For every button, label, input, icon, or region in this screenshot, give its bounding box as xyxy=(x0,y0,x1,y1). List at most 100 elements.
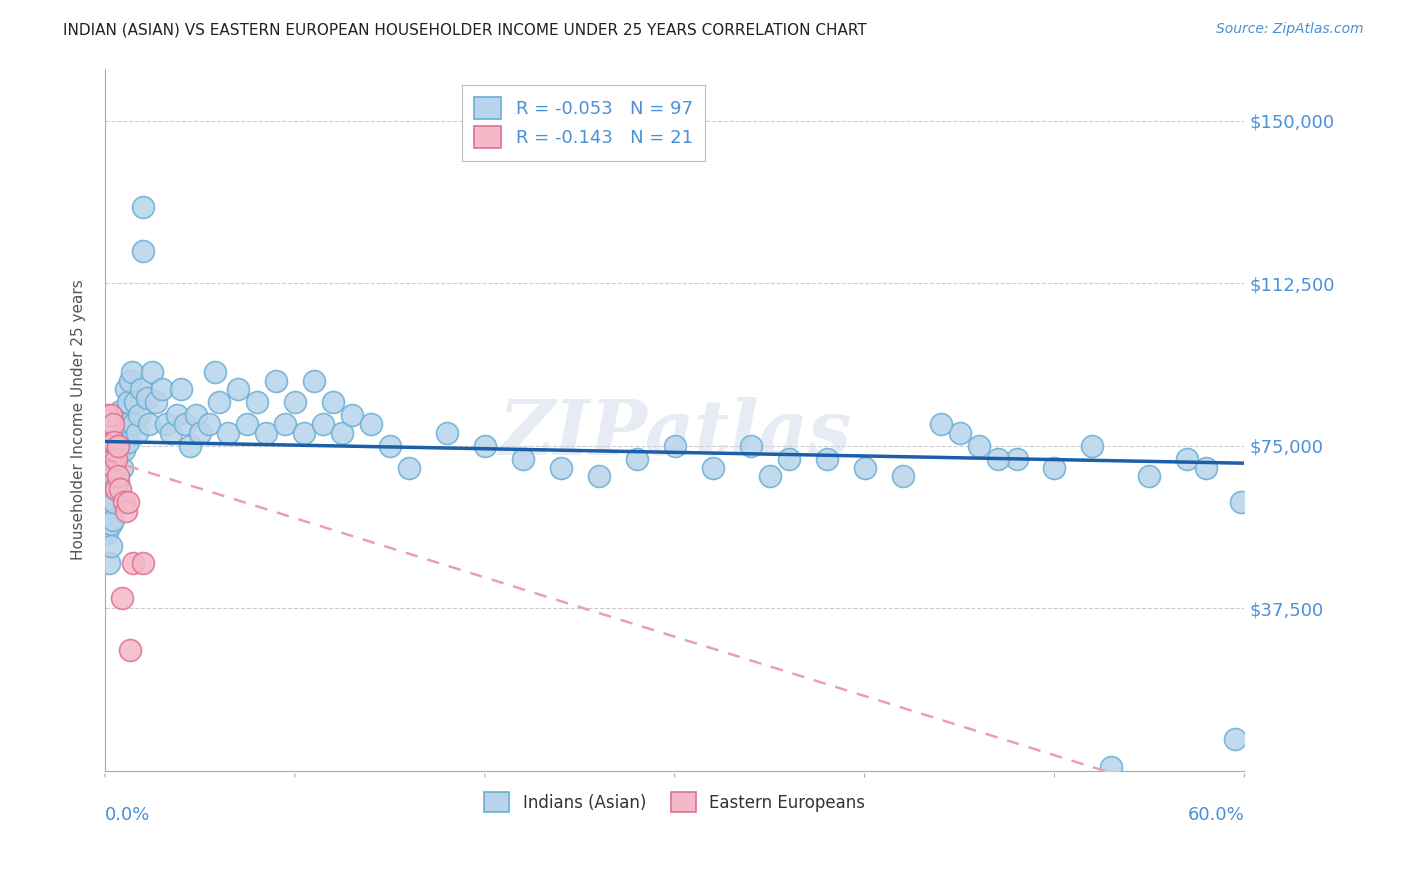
Point xyxy=(398,460,420,475)
Point xyxy=(103,469,125,483)
Point xyxy=(208,395,231,409)
Point xyxy=(132,244,155,258)
Point xyxy=(138,417,160,432)
Point xyxy=(188,425,211,440)
Text: ZIPatlas: ZIPatlas xyxy=(498,397,851,471)
Point xyxy=(179,439,201,453)
Point xyxy=(1229,495,1251,509)
Point xyxy=(155,417,177,432)
Point xyxy=(1081,439,1104,453)
Point xyxy=(105,451,128,466)
Point xyxy=(967,439,990,453)
Point xyxy=(626,451,648,466)
Text: INDIAN (ASIAN) VS EASTERN EUROPEAN HOUSEHOLDER INCOME UNDER 25 YEARS CORRELATION: INDIAN (ASIAN) VS EASTERN EUROPEAN HOUSE… xyxy=(63,22,868,37)
Text: 0.0%: 0.0% xyxy=(105,806,150,824)
Text: Source: ZipAtlas.com: Source: ZipAtlas.com xyxy=(1216,22,1364,37)
Point xyxy=(117,495,139,509)
Point xyxy=(170,383,193,397)
Point xyxy=(97,451,120,466)
Point xyxy=(588,469,610,483)
Point xyxy=(758,469,780,483)
Point xyxy=(101,512,124,526)
Point xyxy=(100,434,122,449)
Point xyxy=(986,451,1008,466)
Point xyxy=(948,425,970,440)
Point xyxy=(778,451,800,466)
Point xyxy=(166,409,188,423)
Point xyxy=(121,365,143,379)
Point xyxy=(853,460,876,475)
Point xyxy=(118,642,141,657)
Point xyxy=(145,395,167,409)
Point xyxy=(107,439,129,453)
Point xyxy=(702,460,724,475)
Point xyxy=(198,417,221,432)
Point xyxy=(292,425,315,440)
Point xyxy=(264,374,287,388)
Point xyxy=(1139,469,1161,483)
Point xyxy=(100,539,122,553)
Point xyxy=(1177,451,1199,466)
Point xyxy=(141,365,163,379)
Point xyxy=(1195,460,1218,475)
Point xyxy=(340,409,363,423)
Point xyxy=(103,434,125,449)
Point xyxy=(96,409,118,423)
Point xyxy=(128,409,150,423)
Y-axis label: Householder Income Under 25 years: Householder Income Under 25 years xyxy=(72,279,86,560)
Point xyxy=(103,460,125,475)
Point xyxy=(135,391,157,405)
Point xyxy=(107,448,129,462)
Point xyxy=(100,469,122,483)
Point xyxy=(1005,451,1028,466)
Point xyxy=(108,434,131,449)
Point xyxy=(474,439,496,453)
Point xyxy=(236,417,259,432)
Point xyxy=(360,417,382,432)
Point xyxy=(103,495,125,509)
Point xyxy=(124,395,146,409)
Point xyxy=(150,383,173,397)
Point xyxy=(117,395,139,409)
Point xyxy=(891,469,914,483)
Point xyxy=(112,409,135,423)
Point xyxy=(112,443,135,458)
Point xyxy=(815,451,838,466)
Point xyxy=(107,474,129,488)
Point xyxy=(246,395,269,409)
Point xyxy=(173,417,195,432)
Point xyxy=(664,439,686,453)
Legend: Indians (Asian), Eastern Europeans: Indians (Asian), Eastern Europeans xyxy=(478,785,872,819)
Point xyxy=(312,417,335,432)
Point xyxy=(118,374,141,388)
Point xyxy=(107,469,129,483)
Point xyxy=(96,525,118,540)
Point xyxy=(160,425,183,440)
Point xyxy=(105,482,128,496)
Point xyxy=(105,425,128,440)
Point xyxy=(274,417,297,432)
Point xyxy=(111,591,134,605)
Point xyxy=(254,425,277,440)
Point xyxy=(226,383,249,397)
Point xyxy=(204,365,226,379)
Point xyxy=(217,425,239,440)
Point xyxy=(115,504,138,518)
Point xyxy=(117,434,139,449)
Point xyxy=(97,556,120,570)
Point xyxy=(186,409,208,423)
Point xyxy=(332,425,354,440)
Point xyxy=(550,460,572,475)
Point xyxy=(105,451,128,466)
Point xyxy=(115,417,138,432)
Point xyxy=(111,425,134,440)
Point xyxy=(105,482,128,496)
Point xyxy=(132,200,155,214)
Point xyxy=(122,417,145,432)
Point xyxy=(100,409,122,423)
Point xyxy=(101,451,124,466)
Point xyxy=(107,417,129,432)
Point xyxy=(101,451,124,466)
Point xyxy=(1043,460,1066,475)
Point xyxy=(284,395,307,409)
